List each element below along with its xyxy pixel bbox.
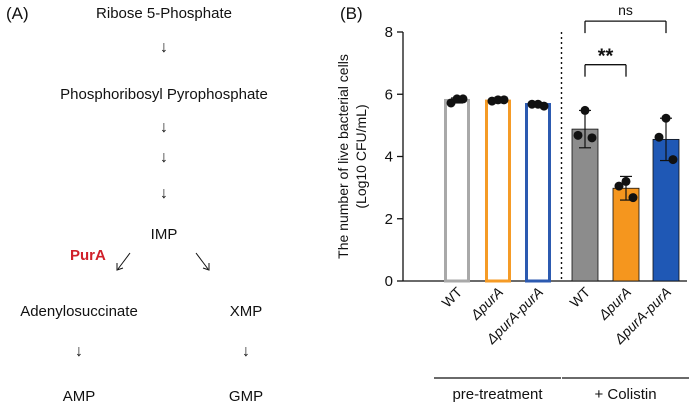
y-axis-label-line2: (Log10 CFU/mL) xyxy=(353,104,369,208)
group-labels: pre-treatment + Colistin xyxy=(434,377,689,403)
panel-b-label: (B) xyxy=(340,4,363,23)
arrow-down-icon: ↓ xyxy=(160,39,168,56)
arrow-down-icon: ↓ xyxy=(242,343,250,360)
y-tick-label: 2 xyxy=(385,211,393,228)
data-point xyxy=(573,130,583,140)
branch-arrows xyxy=(116,252,210,271)
bar xyxy=(612,187,640,282)
data-point xyxy=(587,133,597,143)
y-tick-label: 4 xyxy=(385,149,393,166)
data-point xyxy=(614,181,624,191)
bar xyxy=(525,103,551,283)
bar xyxy=(485,99,511,283)
arrow-to-adenylosuccinate-icon xyxy=(116,252,131,271)
data-point xyxy=(539,101,549,111)
significance-label: ns xyxy=(618,2,633,18)
gmp-node: GMP xyxy=(228,388,264,405)
arrow-down-icon: ↓ xyxy=(160,119,168,136)
imp-node: IMP xyxy=(150,226,178,243)
data-point xyxy=(458,94,468,104)
data-point xyxy=(668,155,678,165)
bar xyxy=(571,128,599,282)
data-point xyxy=(661,113,671,123)
arrow-to-xmp-icon xyxy=(195,252,210,271)
adenylosuccinate-node: Adenylosuccinate xyxy=(20,303,138,320)
significance-label: ** xyxy=(598,46,614,68)
chart-bars xyxy=(444,94,680,283)
y-tick-label: 8 xyxy=(385,24,393,41)
group-label: + Colistin xyxy=(594,386,656,403)
y-tick-label: 6 xyxy=(385,86,393,103)
arrow-down-icon: ↓ xyxy=(160,149,168,166)
x-tick-label: WT xyxy=(438,283,465,310)
data-point xyxy=(621,176,631,186)
pura-enzyme-label: PurA xyxy=(70,247,106,264)
chart-axes: 0 2 4 6 8 The number of live bacterial cells(… xyxy=(335,24,687,290)
arrow-down-icon: ↓ xyxy=(160,185,168,202)
amp-node: AMP xyxy=(62,388,96,405)
ribose-5-phosphate-node: Ribose 5-Phosphate xyxy=(96,5,232,22)
xmp-node: XMP xyxy=(229,303,263,320)
data-point xyxy=(580,105,590,115)
y-tick-label: 0 xyxy=(385,273,393,290)
bar xyxy=(444,98,470,283)
data-point xyxy=(654,132,664,142)
data-point xyxy=(499,95,509,105)
group-label: pre-treatment xyxy=(452,386,543,403)
y-axis-label-line1: The number of live bacterial cells xyxy=(335,54,351,259)
panel-a-label: (A) xyxy=(6,4,29,23)
significance-annotations: ** ns xyxy=(584,2,667,77)
data-point xyxy=(628,193,638,203)
x-tick-label: WT xyxy=(566,283,593,310)
prpp-node: Phosphoribosyl Pyrophosphate xyxy=(60,86,268,103)
arrow-down-icon: ↓ xyxy=(75,343,83,360)
